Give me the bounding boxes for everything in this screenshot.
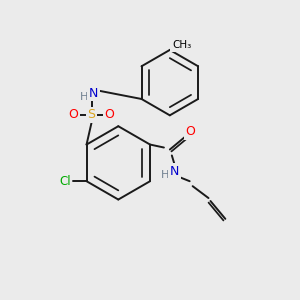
Text: N: N [89, 86, 98, 100]
Text: S: S [88, 108, 95, 121]
Text: H: H [80, 92, 88, 102]
Text: O: O [104, 108, 114, 121]
Text: O: O [186, 125, 196, 138]
Text: H: H [161, 170, 169, 180]
Text: N: N [170, 165, 179, 178]
Text: O: O [69, 108, 79, 121]
Text: CH₃: CH₃ [172, 40, 191, 50]
Text: Cl: Cl [59, 175, 70, 188]
